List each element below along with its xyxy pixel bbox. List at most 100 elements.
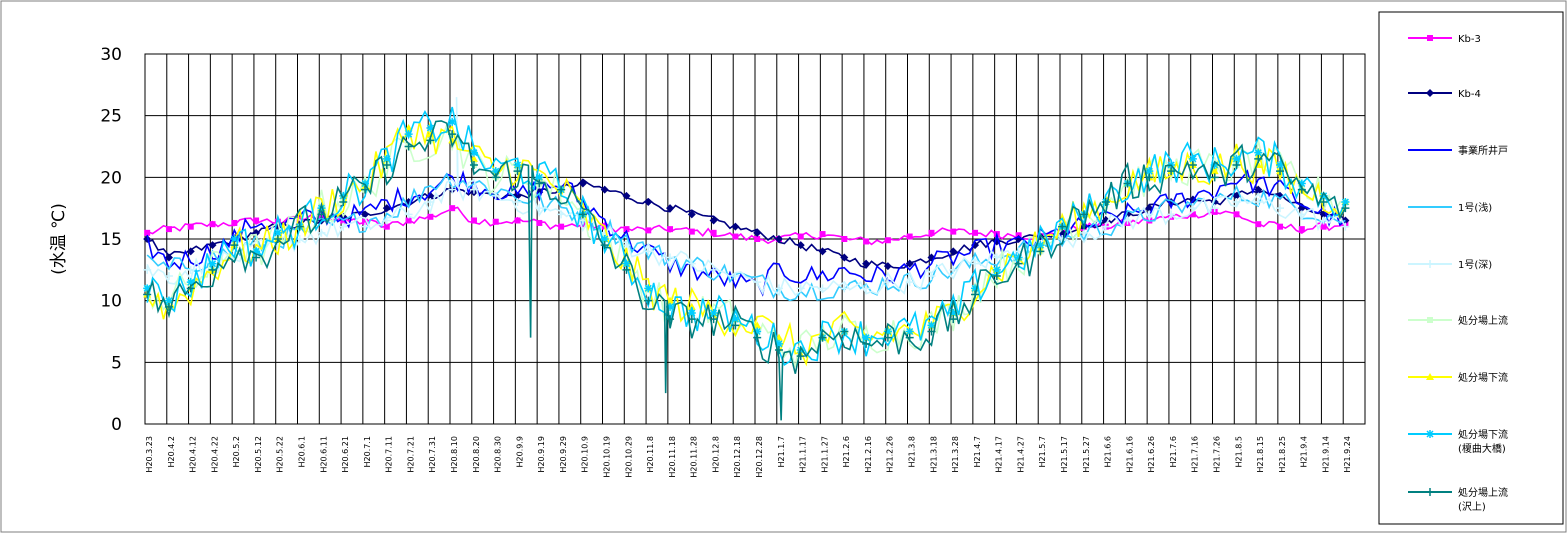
series-point bbox=[1254, 148, 1263, 157]
series-point bbox=[709, 216, 718, 225]
series-point bbox=[687, 259, 696, 268]
x-tick-label: H20.12.18 bbox=[733, 436, 742, 478]
x-tick-label: H21.7.6 bbox=[1169, 436, 1178, 467]
legend: Kb-3Kb-4事業所井戸1号(浅)1号(深)処分場上流処分場下流処分場下流(榎… bbox=[1408, 34, 1508, 513]
x-tick-label: H21.5.7 bbox=[1038, 436, 1047, 467]
series-point bbox=[1079, 210, 1088, 219]
x-tick-label: H21.9.24 bbox=[1343, 436, 1352, 473]
legend-swatch-marker bbox=[1426, 373, 1434, 380]
y-tick-label: 20 bbox=[100, 168, 122, 188]
series-point bbox=[448, 185, 457, 194]
series-point bbox=[1341, 222, 1350, 231]
series-point bbox=[905, 327, 914, 336]
series-point bbox=[578, 210, 587, 219]
series-point bbox=[1254, 198, 1263, 206]
series-point bbox=[1232, 191, 1241, 200]
series-point bbox=[667, 226, 674, 233]
series-point bbox=[557, 185, 566, 194]
y-axis-label: (水温 ℃) bbox=[49, 203, 69, 275]
series-point bbox=[840, 327, 849, 336]
series-line bbox=[146, 120, 1347, 421]
series-point bbox=[863, 238, 870, 245]
legend-item: 1号(浅) bbox=[1408, 201, 1492, 214]
legend-label: Kb-4 bbox=[1458, 89, 1481, 100]
series-point bbox=[253, 217, 260, 224]
series-point bbox=[971, 284, 980, 293]
series-point bbox=[1341, 198, 1350, 206]
legend-label: 1号(深) bbox=[1458, 259, 1492, 271]
series-point bbox=[1341, 204, 1350, 213]
series-point bbox=[905, 278, 914, 287]
series-point bbox=[491, 173, 500, 182]
x-tick-label: H20.7.21 bbox=[406, 436, 415, 473]
x-tick-label: H20.6.21 bbox=[341, 436, 350, 473]
series-point bbox=[622, 265, 631, 274]
y-axis-ticks: 0 5 10 15 20 25 30 bbox=[100, 45, 122, 435]
x-tick-label: H20.9.29 bbox=[559, 436, 568, 473]
x-tick-label: H21.8.15 bbox=[1256, 436, 1265, 473]
series-point bbox=[840, 253, 849, 262]
series-point bbox=[1319, 216, 1328, 225]
x-tick-label: H20.3.23 bbox=[145, 436, 154, 473]
x-tick-label: H21.7.16 bbox=[1191, 436, 1200, 473]
series-point bbox=[687, 302, 696, 310]
series-point bbox=[753, 333, 762, 342]
series-point bbox=[426, 191, 435, 200]
series-point bbox=[164, 253, 173, 262]
series-point bbox=[1210, 167, 1219, 175]
series-point bbox=[230, 241, 239, 250]
y-tick-label: 5 bbox=[111, 353, 122, 373]
x-tick-label: H20.12.8 bbox=[711, 436, 720, 473]
series-layer bbox=[143, 97, 1350, 421]
series-point bbox=[666, 204, 675, 213]
series-point bbox=[883, 278, 892, 287]
series-point bbox=[753, 228, 762, 237]
legend-swatch-marker bbox=[1426, 260, 1434, 268]
series-point bbox=[862, 339, 871, 348]
series-point bbox=[404, 130, 413, 139]
legend-item: 1号(深) bbox=[1408, 259, 1492, 271]
series-point bbox=[1232, 154, 1241, 163]
series-point bbox=[558, 223, 565, 230]
series-point bbox=[1101, 198, 1110, 206]
series-point bbox=[449, 205, 456, 212]
series-point bbox=[666, 253, 675, 262]
x-tick-label: H21.4.7 bbox=[973, 436, 982, 467]
series-line bbox=[146, 97, 1347, 297]
series-point bbox=[361, 179, 370, 188]
series-point bbox=[774, 235, 783, 243]
series-point bbox=[1036, 241, 1045, 250]
series-line bbox=[146, 106, 1347, 366]
x-tick-label: H20.11.28 bbox=[690, 436, 699, 478]
series-point bbox=[600, 185, 609, 194]
series-point bbox=[186, 247, 195, 256]
x-tick-label: H20.7.1 bbox=[363, 436, 372, 467]
x-tick-label: H21.3.8 bbox=[908, 436, 917, 467]
series-point bbox=[1167, 210, 1176, 219]
x-tick-label: H21.8.25 bbox=[1278, 436, 1287, 473]
legend-item: Kb-3 bbox=[1408, 34, 1481, 45]
legend-label-sub: (榎曲大橋) bbox=[1458, 442, 1506, 455]
legend-label: 事業所井戸 bbox=[1458, 144, 1508, 157]
series-point bbox=[754, 236, 761, 242]
series-point bbox=[623, 226, 630, 233]
series-point bbox=[992, 253, 1001, 262]
series-point bbox=[731, 272, 740, 280]
legend-swatch-marker bbox=[1426, 430, 1434, 438]
series-point bbox=[513, 167, 522, 176]
series-point bbox=[208, 265, 217, 274]
series-point bbox=[1123, 216, 1132, 225]
series-point bbox=[818, 247, 827, 256]
series-point bbox=[927, 327, 936, 336]
series-point bbox=[622, 259, 631, 268]
series-point bbox=[731, 315, 740, 324]
series-point bbox=[209, 221, 216, 228]
series-point bbox=[273, 228, 282, 237]
legend-swatch-marker bbox=[1426, 89, 1434, 97]
x-tick-label: H20.6.1 bbox=[298, 436, 307, 467]
series-point bbox=[972, 229, 979, 236]
series-point bbox=[426, 198, 435, 206]
series-point bbox=[382, 161, 391, 169]
